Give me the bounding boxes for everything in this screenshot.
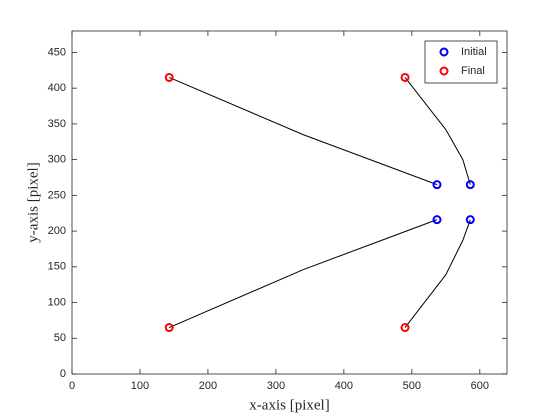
- point: [164, 72, 174, 82]
- y-tick-label: 250: [48, 189, 66, 201]
- y-axis-label: y-axis [pixel]: [25, 162, 41, 242]
- point: [432, 180, 442, 190]
- x-axis-label: x-axis [pixel]: [249, 397, 329, 413]
- y-tick-label: 400: [48, 82, 66, 94]
- legend-label: Initial: [461, 46, 487, 58]
- x-tick-label: 400: [335, 380, 353, 392]
- y-tick-label: 100: [48, 296, 66, 308]
- x-tick-label: 300: [267, 380, 285, 392]
- y-tick-label: 150: [48, 261, 66, 273]
- trajectory: [404, 219, 471, 328]
- x-tick-label: 600: [471, 380, 489, 392]
- point: [400, 323, 410, 333]
- y-tick-label: 0: [60, 368, 66, 380]
- trajectory: [404, 77, 471, 185]
- point: [465, 180, 475, 190]
- point: [432, 215, 442, 225]
- legend-marker: [439, 47, 449, 57]
- legend-label: Final: [461, 65, 485, 77]
- trajectory: [168, 219, 438, 329]
- y-tick-label: 50: [54, 332, 66, 344]
- x-tick-label: 500: [403, 380, 421, 392]
- point: [164, 323, 174, 333]
- x-tick-label: 200: [199, 380, 217, 392]
- x-tick-label: 100: [131, 380, 149, 392]
- y-tick-label: 450: [48, 46, 66, 58]
- trajectory: [168, 76, 438, 186]
- axes-box: [71, 30, 508, 375]
- legend-marker: [439, 66, 449, 76]
- x-tick-label: 0: [69, 380, 75, 392]
- point: [400, 72, 410, 82]
- y-tick-label: 300: [48, 154, 66, 166]
- y-tick-label: 200: [48, 225, 66, 237]
- legend-box: [424, 40, 498, 84]
- point: [465, 215, 475, 225]
- y-tick-label: 350: [48, 118, 66, 130]
